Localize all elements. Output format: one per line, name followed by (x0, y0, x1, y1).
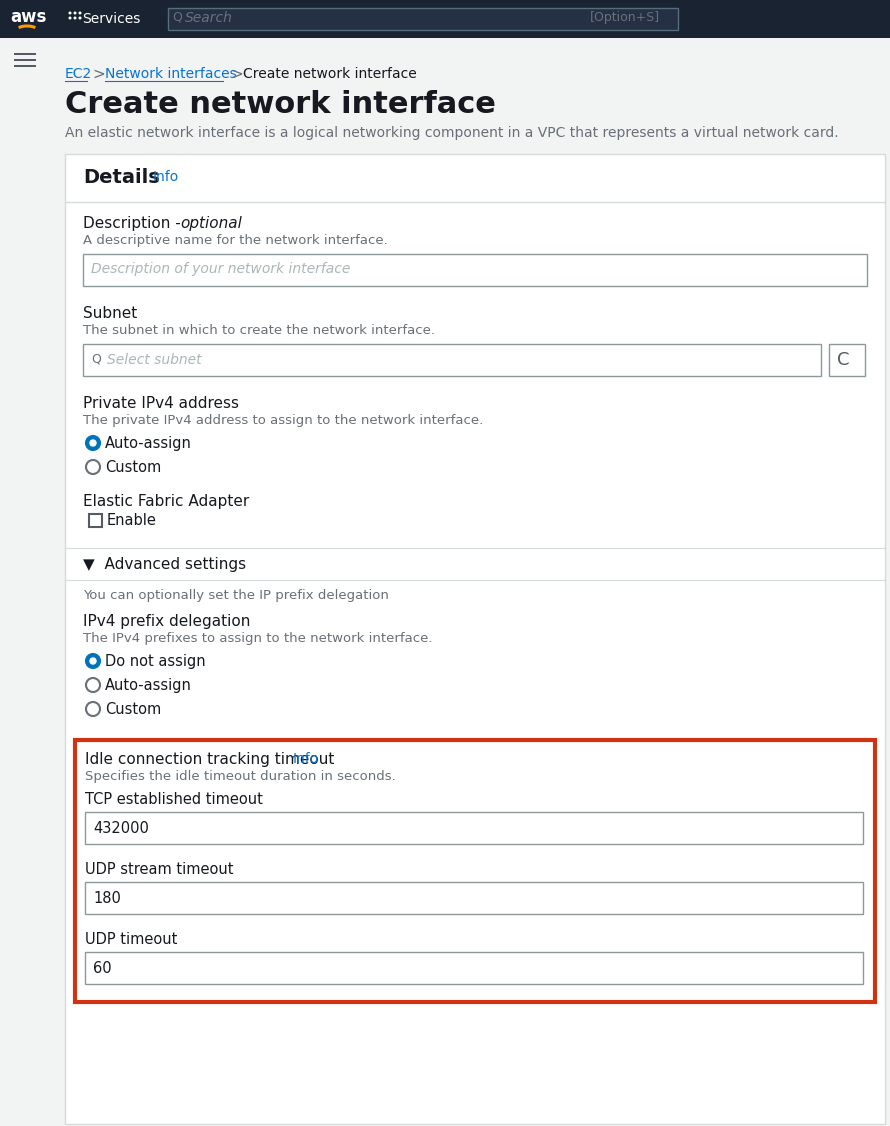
Text: Create network interface: Create network interface (65, 90, 496, 119)
Text: Q: Q (91, 352, 101, 366)
Text: Auto-assign: Auto-assign (105, 436, 192, 452)
Text: Custom: Custom (105, 701, 161, 717)
Text: 60: 60 (93, 960, 111, 976)
Text: A descriptive name for the network interface.: A descriptive name for the network inter… (83, 234, 388, 247)
Bar (0, 0, 890, 38)
Text: >: > (92, 68, 105, 82)
Text: EC2: EC2 (65, 68, 93, 81)
Text: Info: Info (293, 752, 320, 766)
Bar (168, 8, 678, 30)
Circle shape (69, 17, 71, 19)
Text: Details: Details (83, 168, 159, 187)
Text: Do not assign: Do not assign (105, 654, 206, 669)
Circle shape (86, 461, 100, 474)
Text: Private IPv4 address: Private IPv4 address (83, 396, 239, 411)
Bar (85, 951, 863, 984)
Bar (85, 812, 863, 844)
Text: C: C (837, 351, 849, 369)
Bar (65, 154, 885, 1124)
Circle shape (74, 17, 77, 19)
Text: Custom: Custom (105, 461, 161, 475)
Circle shape (86, 436, 100, 450)
Bar (14, 65, 36, 68)
Circle shape (69, 11, 71, 15)
Text: You can optionally set the IP prefix delegation: You can optionally set the IP prefix del… (83, 589, 389, 602)
Text: [Option+S]: [Option+S] (590, 11, 660, 24)
Text: UDP timeout: UDP timeout (85, 932, 177, 947)
Text: IPv4 prefix delegation: IPv4 prefix delegation (83, 614, 250, 629)
Text: Description -: Description - (83, 216, 186, 231)
Text: Description of your network interface: Description of your network interface (91, 262, 351, 276)
Text: Select subnet: Select subnet (107, 352, 202, 367)
Bar (89, 513, 102, 527)
Bar (85, 882, 863, 914)
Text: Q: Q (172, 11, 182, 24)
Circle shape (90, 440, 96, 446)
Text: The private IPv4 address to assign to the network interface.: The private IPv4 address to assign to th… (83, 414, 483, 427)
Text: Info: Info (153, 170, 179, 184)
Text: Search: Search (185, 11, 233, 25)
Circle shape (86, 654, 100, 668)
Circle shape (78, 17, 82, 19)
Text: 432000: 432000 (93, 821, 149, 835)
Circle shape (86, 701, 100, 716)
Text: Network interfaces: Network interfaces (105, 68, 237, 81)
Text: aws: aws (10, 8, 46, 26)
Circle shape (90, 658, 96, 664)
Text: Specifies the idle timeout duration in seconds.: Specifies the idle timeout duration in s… (85, 770, 396, 783)
Text: TCP established timeout: TCP established timeout (85, 792, 263, 807)
Text: 180: 180 (93, 891, 121, 906)
Text: UDP stream timeout: UDP stream timeout (85, 863, 233, 877)
Text: optional: optional (180, 216, 242, 231)
Text: Services: Services (82, 12, 141, 26)
Bar (829, 345, 865, 376)
Text: >: > (230, 68, 243, 82)
Bar (83, 345, 821, 376)
Text: Auto-assign: Auto-assign (105, 678, 192, 692)
Text: An elastic network interface is a logical networking component in a VPC that rep: An elastic network interface is a logica… (65, 126, 838, 140)
Text: ▼  Advanced settings: ▼ Advanced settings (83, 557, 247, 572)
Circle shape (74, 11, 77, 15)
Circle shape (86, 678, 100, 692)
Text: Create network interface: Create network interface (243, 68, 417, 81)
Text: Enable: Enable (107, 513, 157, 528)
Bar (0, 38, 50, 1126)
Bar (83, 254, 867, 286)
Bar (14, 59, 36, 61)
Text: The IPv4 prefixes to assign to the network interface.: The IPv4 prefixes to assign to the netwo… (83, 632, 433, 645)
Bar (75, 740, 875, 1002)
Text: Elastic Fabric Adapter: Elastic Fabric Adapter (83, 494, 249, 509)
Circle shape (78, 11, 82, 15)
Bar (14, 53, 36, 55)
Text: Idle connection tracking timeout: Idle connection tracking timeout (85, 752, 335, 767)
Text: Subnet: Subnet (83, 306, 137, 321)
Text: The subnet in which to create the network interface.: The subnet in which to create the networ… (83, 324, 435, 337)
